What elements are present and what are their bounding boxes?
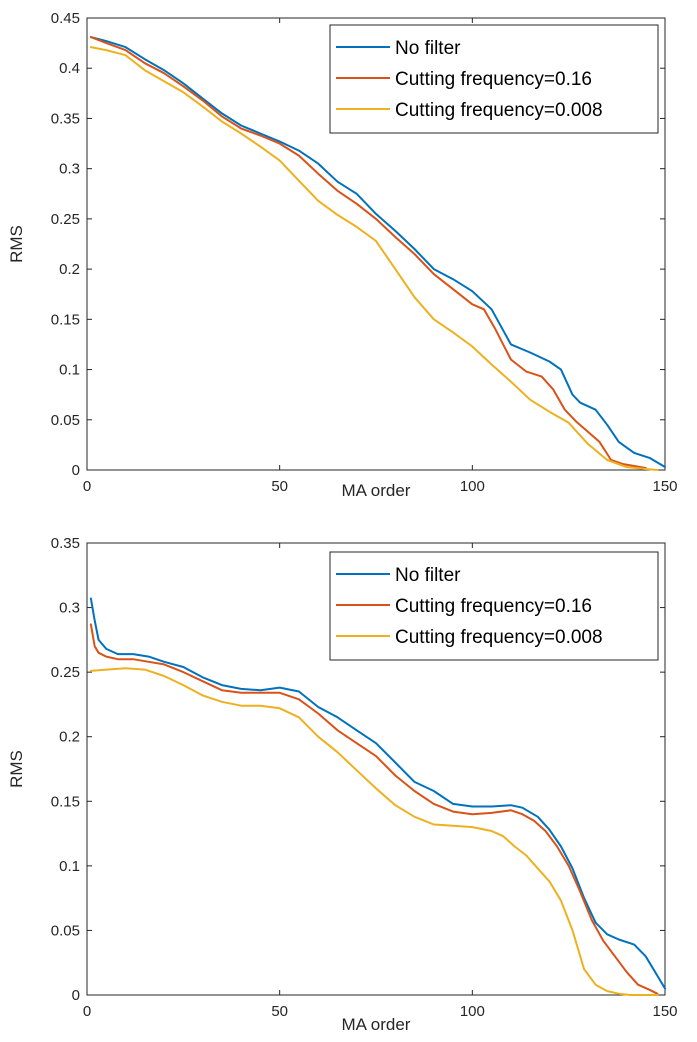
chart-1-y-axis-label: RMS bbox=[7, 225, 26, 263]
chart-1-y-tick-label: 0.05 bbox=[51, 412, 80, 429]
chart-1-series-line-1 bbox=[89, 36, 666, 468]
chart-1-legend-label-2: Cutting frequency=0.16 bbox=[395, 69, 592, 90]
chart-1-x-axis-label: MA order bbox=[342, 481, 411, 500]
chart-2-series-line-2 bbox=[89, 623, 659, 995]
chart-2-y-tick-label: 0.05 bbox=[51, 922, 80, 939]
chart-2-y-tick-label: 0.35 bbox=[51, 535, 80, 552]
chart-2-legend-label-2: Cutting frequency=0.16 bbox=[395, 596, 592, 617]
chart-2-y-tick-label: 0.2 bbox=[59, 729, 80, 746]
chart-2-x-tick-label: 0 bbox=[83, 1003, 91, 1020]
chart-2-series-line-3 bbox=[89, 667, 659, 996]
chart-1-legend-label-1: No filter bbox=[395, 38, 461, 59]
chart-2-y-tick-label: 0.15 bbox=[51, 793, 80, 810]
chart-2-x-tick-label: 50 bbox=[271, 1003, 288, 1020]
chart-1-y-tick-label: 0.15 bbox=[51, 311, 80, 328]
chart-1-legend-box bbox=[329, 24, 659, 134]
chart-2-series-line-1 bbox=[89, 597, 666, 990]
chart-1-y-tick-label: 0.2 bbox=[59, 261, 80, 278]
chart-1-series-line-3 bbox=[89, 46, 659, 471]
chart-2-x-axis-label: MA order bbox=[342, 1015, 411, 1034]
chart-1: 0 50 100 150 0 0.05 0.1 0.15 0.2 0.25 0.3 0.35 0.4 0.… bbox=[7, 10, 678, 500]
chart-2-y-tick-label: 0.25 bbox=[51, 664, 80, 681]
chart-1-y-tick-label: 0.1 bbox=[59, 362, 80, 379]
chart-1-y-tick-label: 0.4 bbox=[59, 60, 80, 77]
chart-2-y-axis-label: RMS bbox=[7, 750, 26, 788]
chart-1-y-tick-label: 0.35 bbox=[51, 110, 80, 127]
chart-1-y-tick-label: 0.25 bbox=[51, 211, 80, 228]
chart-1-x-tick-label: 50 bbox=[271, 478, 288, 495]
chart-2-y-tick-label: 0.3 bbox=[59, 600, 80, 617]
chart-1-series-line-2 bbox=[89, 36, 647, 469]
chart-2-y-tick-label: 0.1 bbox=[59, 858, 80, 875]
chart-2-legend-label-1: No filter bbox=[395, 565, 461, 586]
chart-1-y-tick-label: 0 bbox=[72, 462, 80, 479]
chart-1-y-tick-label: 0.3 bbox=[59, 161, 80, 178]
chart-1-y-tick-label: 0.45 bbox=[51, 10, 80, 27]
chart-1-x-tick-label: 0 bbox=[83, 478, 91, 495]
chart-2-y-tick-label: 0 bbox=[72, 987, 80, 1004]
chart-2: 0 50 100 150 0 0.05 0.1 0.15 0.2 0.25 0.3 0.35 MA or… bbox=[7, 535, 678, 1034]
chart-1-x-tick-label: 150 bbox=[652, 478, 677, 495]
chart-2-x-tick-label: 100 bbox=[460, 1003, 485, 1020]
chart-1-legend: No filter Cutting frequency=0.16 Cutting f… bbox=[329, 24, 659, 134]
chart-2-legend: No filter Cutting frequency=0.16 Cutting f… bbox=[329, 551, 659, 661]
chart-1-x-tick-label: 100 bbox=[460, 478, 485, 495]
chart-2-x-tick-label: 150 bbox=[652, 1003, 677, 1020]
chart-2-legend-label-3: Cutting frequency=0.008 bbox=[395, 627, 603, 648]
chart-1-legend-label-3: Cutting frequency=0.008 bbox=[395, 100, 603, 121]
